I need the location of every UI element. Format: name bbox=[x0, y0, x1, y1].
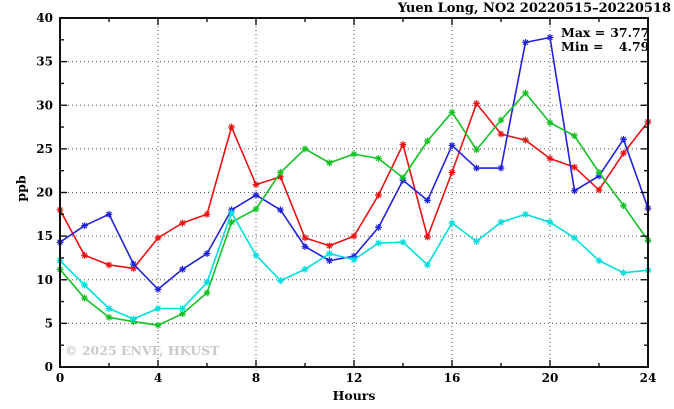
y-tick-label: 20 bbox=[36, 186, 53, 200]
y-tick-label: 0 bbox=[45, 360, 53, 374]
x-tick-label: 12 bbox=[346, 371, 363, 385]
x-tick-label: 20 bbox=[542, 371, 559, 385]
min-label: Min = bbox=[561, 39, 604, 54]
x-tick-label: 16 bbox=[444, 371, 461, 385]
y-tick-label: 25 bbox=[36, 142, 53, 156]
x-tick-label: 4 bbox=[154, 371, 162, 385]
y-tick-label: 5 bbox=[45, 316, 53, 330]
max-label: Max = bbox=[561, 25, 606, 40]
chart-title: Yuen Long, NO2 20220515–20220518 bbox=[397, 1, 671, 16]
min-value: 4.79 bbox=[618, 39, 650, 54]
y-tick-label: 30 bbox=[36, 98, 53, 112]
series-green-markers bbox=[56, 89, 652, 329]
y-tick-label: 15 bbox=[36, 229, 53, 243]
x-axis-label: Hours bbox=[332, 388, 376, 403]
max-value: 37.77 bbox=[610, 25, 650, 40]
y-tick-label: 10 bbox=[36, 273, 53, 287]
x-tick-label: 8 bbox=[252, 371, 260, 385]
y-tick-label: 35 bbox=[36, 55, 53, 69]
x-tick-label: 24 bbox=[640, 371, 657, 385]
series-blue-line bbox=[59, 36, 649, 291]
watermark: © 2025 ENVF, HKUST bbox=[65, 343, 220, 358]
max-min-annotation: Max = 37.77 Min = 4.79 bbox=[561, 26, 649, 54]
x-tick-label: 0 bbox=[56, 371, 64, 385]
y-axis-label: ppb bbox=[13, 175, 29, 202]
series-cyan-line bbox=[59, 211, 649, 320]
y-tick-label: 40 bbox=[36, 11, 53, 25]
